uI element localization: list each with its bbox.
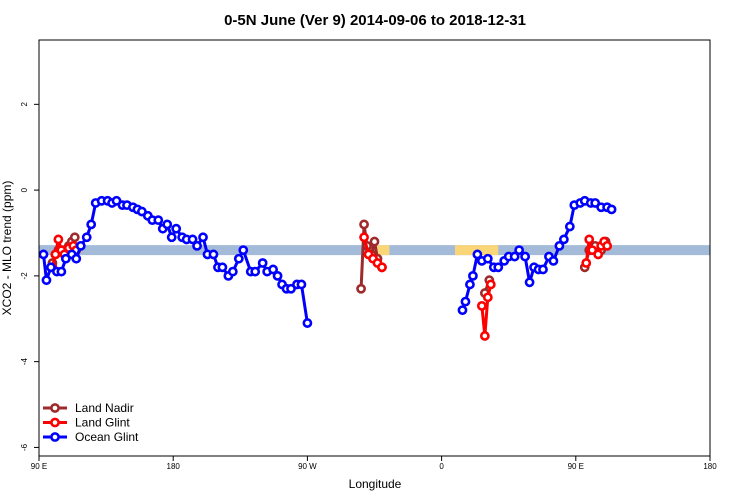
y-axis: 2 0 -2 -4 -6 <box>20 102 39 451</box>
x-tick-label: 90 E <box>568 462 584 471</box>
ocean-glint-line-0 <box>41 199 309 324</box>
legend-swatch-point <box>50 432 60 442</box>
ocean-glint-point <box>548 255 559 266</box>
x-tick-label: 180 <box>703 462 717 471</box>
legend-swatch-point <box>50 403 60 413</box>
ocean-glint-point <box>56 266 67 277</box>
y-tick-label: -4 <box>20 358 29 366</box>
ocean-glint-point <box>524 277 535 288</box>
land-glint-point <box>602 240 613 251</box>
land-nadir-point <box>356 283 366 294</box>
legend-item-ocean-glint: Ocean Glint <box>43 430 139 444</box>
ocean-glint-point <box>302 318 313 328</box>
ocean-glint-point <box>198 232 208 243</box>
ocean-glint-point <box>250 266 261 277</box>
y-axis-label: XCO2 - MLO trend (ppm) <box>0 181 14 316</box>
legend-label: Ocean Glint <box>75 430 139 444</box>
ocean-glint-point <box>81 232 92 243</box>
ocean-glint-point <box>520 251 531 262</box>
ocean-glint-point <box>166 232 177 243</box>
ocean-glint-point <box>192 240 202 251</box>
ocean-glint-point <box>468 270 478 281</box>
x-tick-label: 0 <box>439 462 444 471</box>
ocean-glint-point <box>208 249 219 260</box>
ocean-glint-point <box>564 221 575 232</box>
ocean-glint-point <box>538 264 548 275</box>
series-ocean-glint <box>38 195 617 328</box>
ocean-glint-point <box>482 253 493 264</box>
land-glint-point <box>485 279 496 290</box>
legend-swatch-point <box>50 417 60 428</box>
ocean-glint-point <box>493 262 504 273</box>
ocean-glint-point <box>554 240 565 251</box>
y-tick-label: 2 <box>20 102 29 107</box>
ocean-glint-point <box>296 279 307 290</box>
land-glint-point <box>584 234 595 245</box>
land-nadir-point <box>69 232 80 243</box>
legend-item-land-nadir: Land Nadir <box>43 401 134 415</box>
chart-title: 0-5N June (Ver 9) 2014-09-06 to 2018-12-… <box>224 12 526 29</box>
land-nadir-point <box>369 236 380 247</box>
ocean-glint-point <box>227 266 238 277</box>
ocean-glint-point <box>457 305 468 316</box>
ocean-glint-point <box>71 253 82 264</box>
land-glint-point <box>593 249 604 260</box>
ocean-glint-point <box>187 234 198 245</box>
land-glint-point <box>479 331 490 341</box>
x-tick-label: 90 E <box>31 462 47 471</box>
ocean-glint-point <box>86 219 97 230</box>
ocean-glint-point <box>272 270 283 281</box>
land-nadir-point <box>359 219 369 230</box>
ocean-glint-point <box>606 204 617 215</box>
land-glint-point <box>359 232 369 243</box>
land-glint-point <box>482 292 493 303</box>
land-glint-point <box>53 234 64 245</box>
land-glint-point <box>581 258 592 268</box>
ocean-glint-point <box>465 279 475 290</box>
ocean-glint-point <box>472 249 483 260</box>
ocean-glint-point <box>233 253 244 264</box>
y-tick-label: -2 <box>20 272 29 280</box>
ocean-glint-point <box>558 234 569 245</box>
legend-label: Land Glint <box>75 416 130 430</box>
ocean-glint-point <box>171 223 182 234</box>
x-axis-label: Longitude <box>349 477 402 491</box>
ocean-glint-point <box>217 262 228 273</box>
ocean-glint-point <box>257 258 268 268</box>
ocean-glint-point <box>41 275 52 286</box>
ocean-glint-point <box>38 249 49 260</box>
land-glint-point <box>476 300 487 311</box>
land-glint-point <box>377 262 387 273</box>
ocean-glint-point <box>509 251 520 262</box>
x-tick-label: 90 W <box>298 462 317 471</box>
land-glint-line-2 <box>480 284 493 338</box>
y-tick-label: -6 <box>20 443 29 451</box>
series-layer <box>38 195 617 341</box>
ocean-glint-point <box>162 219 173 230</box>
ocean-glint-point <box>268 264 279 275</box>
x-tick-label: 180 <box>167 462 181 471</box>
legend-label: Land Nadir <box>75 401 134 415</box>
legend-item-land-glint: Land Glint <box>43 416 130 430</box>
y-tick-label: 0 <box>20 187 29 192</box>
ocean-glint-point <box>153 215 164 226</box>
ocean-glint-point <box>460 296 471 307</box>
plot-frame <box>38 39 711 457</box>
ocean-glint-point <box>238 245 249 256</box>
ocean-glint-point <box>75 240 86 251</box>
x-axis: 90 E 180 90 W 0 90 E 180 <box>31 456 717 471</box>
ocean-glint-point <box>514 245 525 256</box>
